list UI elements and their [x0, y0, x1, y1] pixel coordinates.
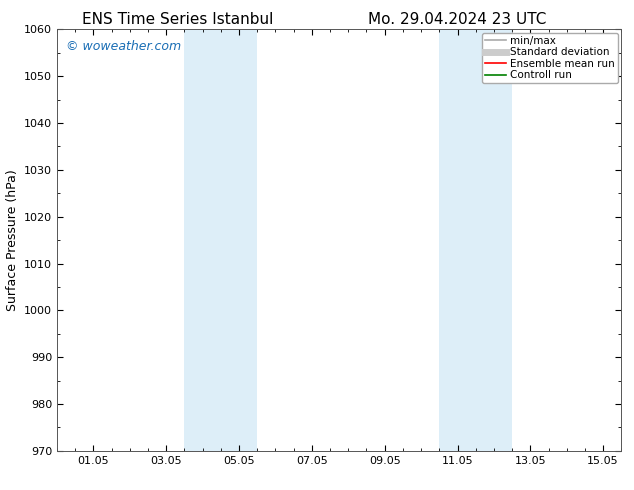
- Bar: [184, 29, 257, 451]
- Y-axis label: Surface Pressure (hPa): Surface Pressure (hPa): [6, 169, 18, 311]
- Text: © woweather.com: © woweather.com: [65, 40, 181, 53]
- Text: ENS Time Series Istanbul: ENS Time Series Istanbul: [82, 12, 274, 27]
- Text: Mo. 29.04.2024 23 UTC: Mo. 29.04.2024 23 UTC: [368, 12, 546, 27]
- Bar: [439, 29, 512, 451]
- Legend: min/max, Standard deviation, Ensemble mean run, Controll run: min/max, Standard deviation, Ensemble me…: [482, 32, 618, 83]
